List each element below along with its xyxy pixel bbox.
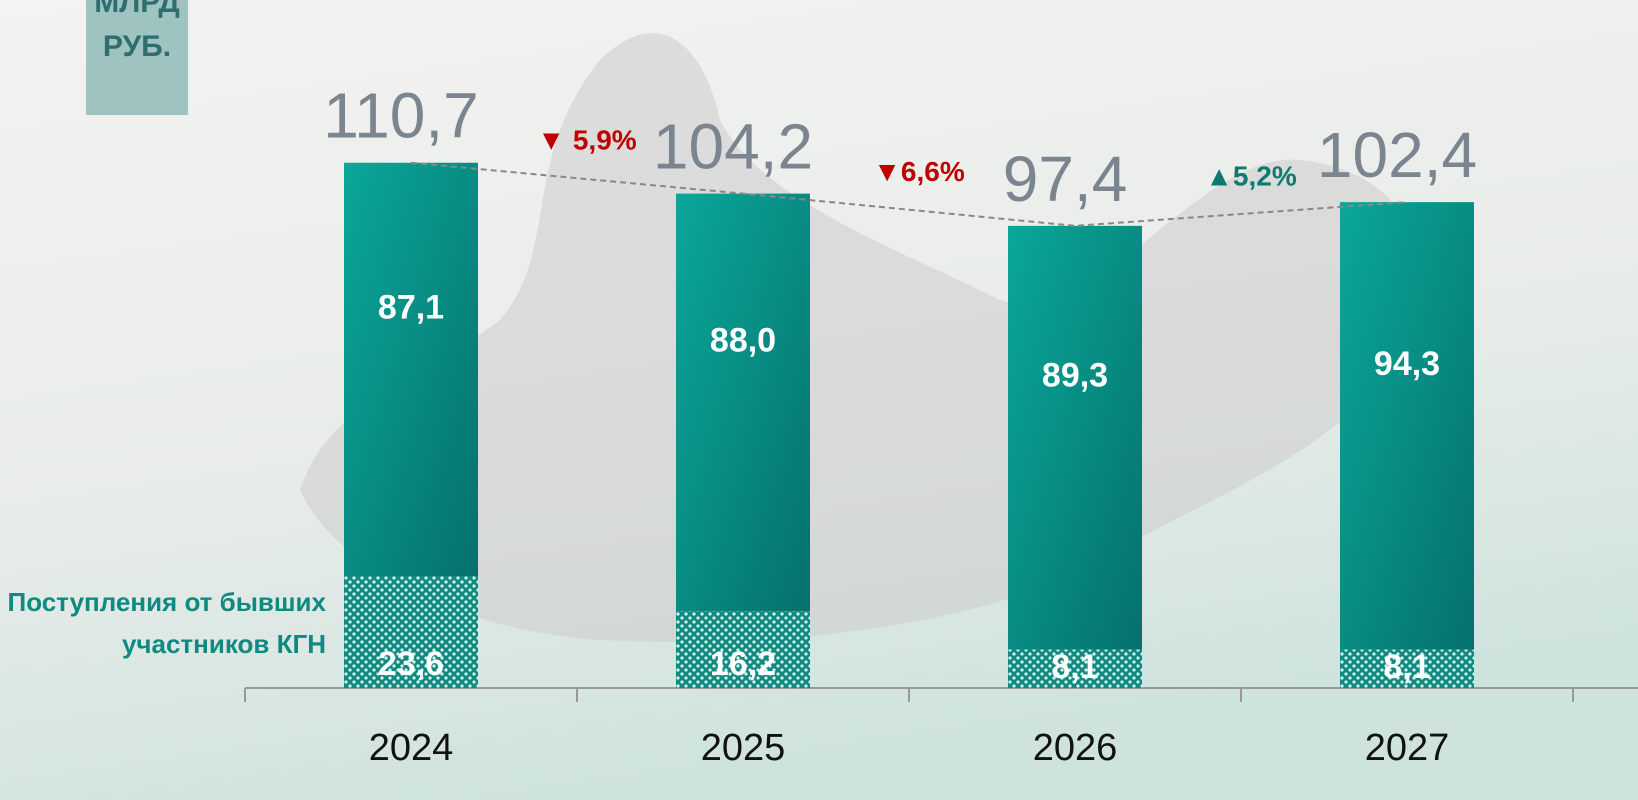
total-label: 102,4: [1317, 119, 1477, 191]
total-label: 110,7: [323, 80, 478, 152]
bar-segment: [676, 193, 810, 612]
value-label: 23,6: [378, 645, 444, 683]
legend-label: Поступления от бывших: [8, 587, 327, 617]
bar-segment: [1340, 649, 1474, 688]
value-label: 8,1: [1383, 648, 1430, 686]
trend-line: [410, 161, 1408, 227]
value-label: 89,3: [1042, 357, 1108, 395]
unit-label: РУБ.: [103, 30, 171, 63]
change-label: ▲5,2%: [1205, 160, 1297, 191]
unit-label: МЛРД: [94, 0, 180, 19]
bar-segment: [1340, 202, 1474, 650]
x-tick-label: 2024: [369, 727, 454, 769]
x-tick-label: 2027: [1365, 727, 1450, 769]
value-label: 87,1: [378, 288, 444, 326]
legend-label: участников КГН: [122, 629, 326, 659]
value-label: 88,0: [710, 321, 776, 359]
bar-segment: [344, 576, 478, 688]
x-tick-label: 2026: [1033, 727, 1118, 769]
value-label: 94,3: [1374, 345, 1440, 383]
change-label: ▼ 5,9%: [537, 125, 636, 156]
unit-box: [86, 0, 188, 115]
bar-segment: [1008, 649, 1142, 688]
value-label: 16,2: [710, 645, 776, 683]
bar-segment: [1008, 225, 1142, 650]
bar-segment: [676, 611, 810, 688]
total-label: 104,2: [653, 110, 813, 182]
bar-segment: [344, 162, 478, 577]
total-label: 97,4: [1003, 143, 1128, 215]
x-tick-label: 2025: [701, 727, 786, 769]
change-label: ▼6,6%: [873, 156, 965, 187]
value-label: 8,1: [1051, 648, 1098, 686]
